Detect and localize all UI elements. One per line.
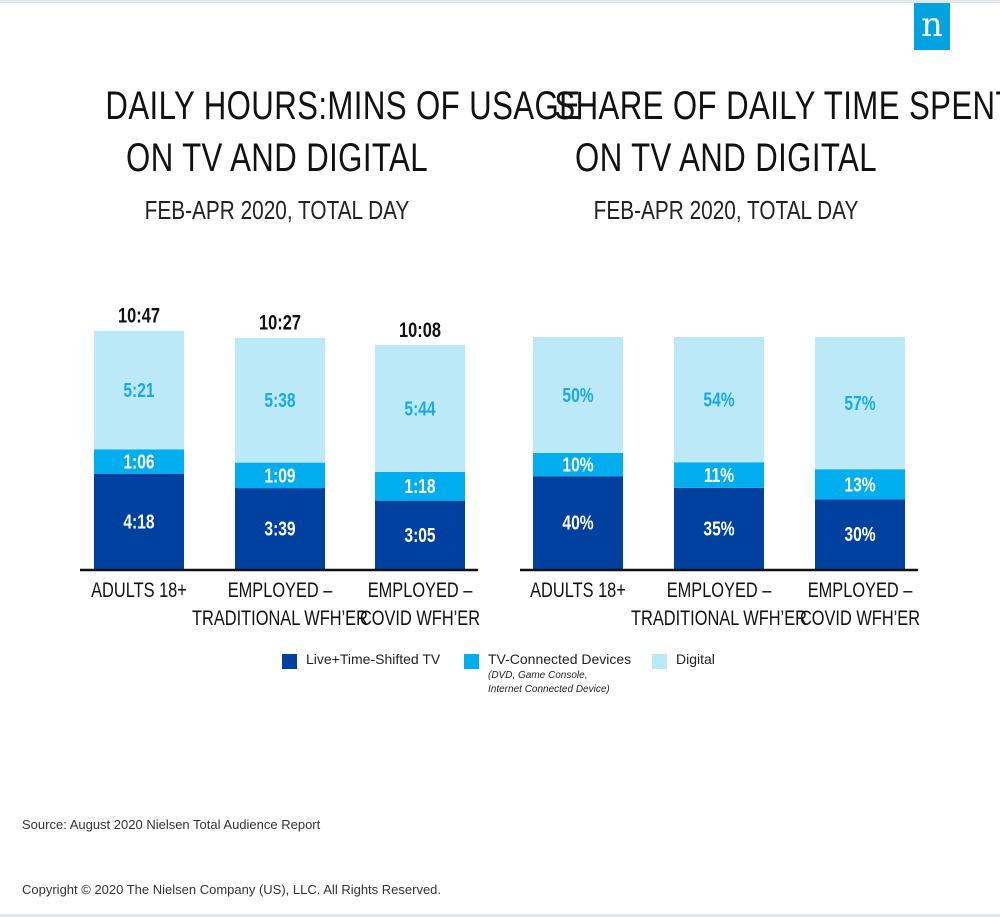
total-label: 10:47	[118, 304, 160, 327]
legend-swatch-devices	[464, 654, 479, 669]
bottom-border	[0, 914, 1000, 917]
legend-swatch-digital	[652, 654, 667, 669]
bar-digital	[815, 337, 905, 470]
category-label-line2: COVID WFH’ER	[800, 606, 920, 629]
bar-tv	[375, 500, 465, 569]
legend-item-devices: TV-Connected Devices (DVD, Game Console,…	[464, 651, 631, 697]
data-label-digital: 5:21	[123, 379, 154, 401]
legend-label-tv: Live+Time-Shifted TV	[306, 651, 441, 667]
legend-label-devices: TV-Connected Devices	[488, 651, 632, 667]
category-label-line2: COVID WFH’ER	[360, 606, 480, 629]
category-label: EMPLOYED –	[368, 578, 473, 601]
data-label-devices: 1:06	[123, 451, 154, 473]
bar-devices	[94, 449, 184, 474]
legend-swatch-tv	[282, 654, 297, 669]
category-label-line2: TRADITIONAL WFH’ER	[192, 606, 368, 629]
data-label-digital: 5:44	[404, 397, 435, 419]
legend-label-digital: Digital	[676, 651, 715, 667]
bar-devices	[375, 471, 465, 501]
bar-digital	[674, 337, 764, 463]
data-label-devices: 1:09	[264, 465, 295, 487]
data-label-devices: 13%	[844, 473, 875, 495]
bar-digital	[375, 344, 465, 472]
bar-digital	[533, 337, 623, 453]
total-label: 10:08	[399, 318, 441, 341]
data-label-devices: 1:18	[404, 475, 435, 497]
bar-tv	[533, 476, 623, 569]
data-label-tv: 35%	[703, 518, 734, 540]
data-label-devices: 10%	[562, 454, 593, 476]
bar-devices	[674, 462, 764, 488]
data-label-tv: 40%	[562, 512, 593, 534]
data-label-devices: 11%	[704, 464, 734, 486]
data-label-tv: 3:05	[404, 524, 435, 546]
data-label-tv: 4:18	[123, 511, 154, 533]
bar-devices	[815, 469, 905, 500]
category-label: ADULTS 18+	[91, 578, 187, 601]
category-label: EMPLOYED –	[228, 578, 333, 601]
bar-tv	[94, 473, 184, 569]
bar-devices	[533, 453, 623, 477]
copyright: Copyright © 2020 The Nielsen Company (US…	[22, 882, 442, 897]
bar-digital	[235, 337, 325, 463]
data-label-digital: 5:38	[264, 389, 295, 411]
left-chart-subtitle: FEB-APR 2020, TOTAL DAY	[144, 195, 410, 225]
legend-note-devices-2: Internet Connected Device)	[488, 684, 610, 695]
bar-tv	[674, 487, 764, 569]
bar-digital	[94, 330, 184, 450]
nielsen-logo: n	[914, 3, 950, 50]
left-chart-header: DAILY HOURS:MINS OF USAGE ON TV AND DIGI…	[57, 80, 580, 228]
right-chart-subtitle: FEB-APR 2020, TOTAL DAY	[593, 195, 859, 225]
total-label: 10:27	[259, 311, 301, 334]
bar-tv	[235, 488, 325, 569]
category-label: EMPLOYED –	[808, 578, 913, 601]
legend-item-digital: Digital	[652, 651, 715, 669]
right-chart-title-line2: ON TV AND DIGITAL	[575, 136, 877, 180]
category-label: ADULTS 18+	[530, 578, 626, 601]
data-label-digital: 57%	[844, 392, 875, 414]
right-chart-header: SHARE OF DAILY TIME SPENT ON TV AND DIGI…	[506, 80, 1000, 228]
data-label-tv: 3:39	[264, 518, 295, 540]
data-label-digital: 50%	[562, 384, 593, 406]
bar-tv	[815, 499, 905, 569]
category-label-line2: TRADITIONAL WFH’ER	[631, 606, 807, 629]
source-note: Source: August 2020 Nielsen Total Audien…	[22, 817, 321, 832]
top-border	[0, 0, 1000, 3]
legend-item-tv: Live+Time-Shifted TV	[282, 651, 441, 669]
data-label-tv: 30%	[844, 523, 875, 545]
bar-devices	[235, 462, 325, 489]
legend-note-devices-1: (DVD, Game Console,	[488, 670, 588, 681]
data-label-digital: 54%	[703, 389, 734, 411]
left-chart-title-line2: ON TV AND DIGITAL	[126, 136, 428, 180]
category-label: EMPLOYED –	[667, 578, 772, 601]
